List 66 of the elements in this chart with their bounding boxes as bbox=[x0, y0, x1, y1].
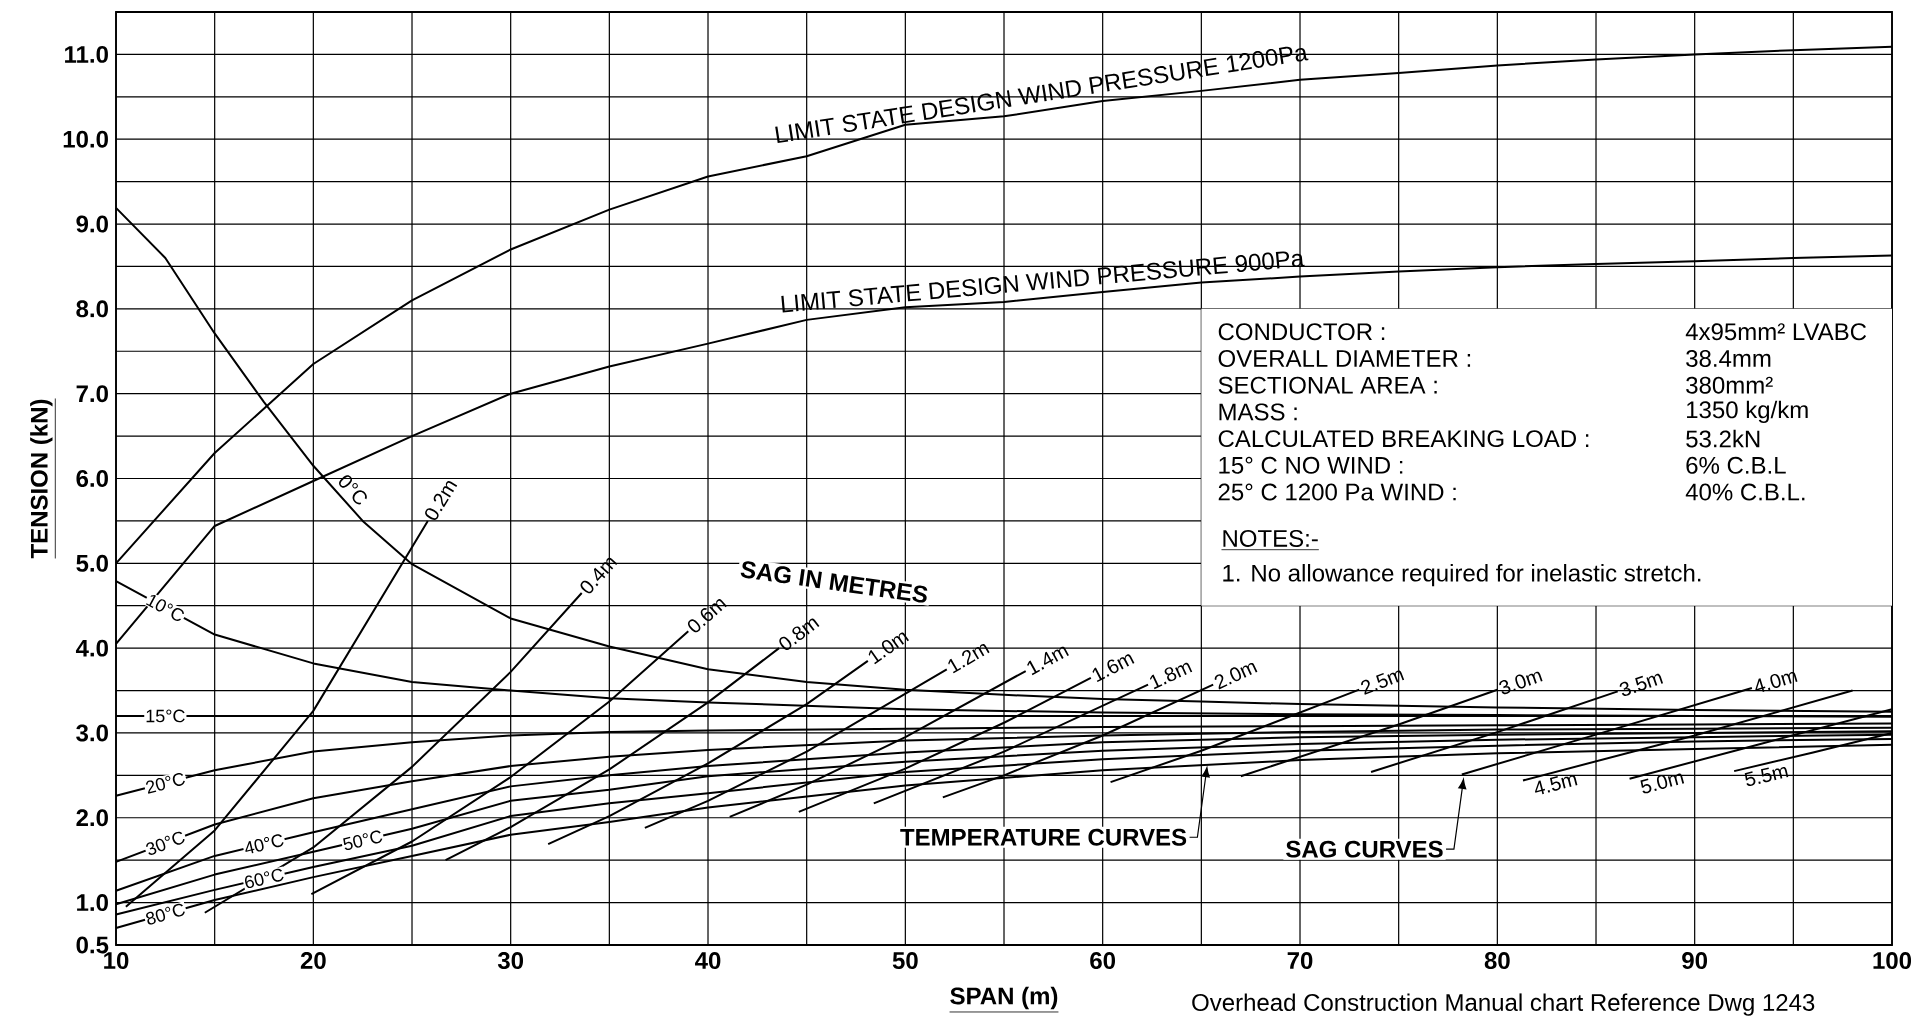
text: 80°C bbox=[146, 903, 185, 925]
annotation: 4x95mm² LVABC bbox=[1685, 323, 1867, 341]
x-tick-label: 40 bbox=[695, 952, 721, 970]
text: 0°C bbox=[339, 475, 367, 505]
text: 3.0m bbox=[1499, 671, 1543, 695]
text: 10°C bbox=[145, 595, 184, 621]
y-tick-label: 0.5 bbox=[76, 936, 109, 954]
x-tick-label: 20 bbox=[300, 952, 326, 970]
annotation: TEMPERATURE CURVES bbox=[900, 828, 1187, 846]
text: 30°C bbox=[146, 831, 185, 855]
y-tick-label: 7.0 bbox=[76, 385, 108, 403]
x-tick-label: 30 bbox=[497, 952, 524, 970]
annotation: 6% C.B.L bbox=[1686, 456, 1786, 474]
text: 20°C bbox=[146, 773, 185, 794]
text: 40°C bbox=[245, 834, 284, 854]
text: 2.0m bbox=[1214, 662, 1258, 690]
x-axis-title: SPAN (m) bbox=[950, 986, 1058, 1010]
y-tick-label: 8.0 bbox=[76, 300, 108, 318]
annotation: SAG CURVES bbox=[1286, 840, 1443, 858]
text: 1.8m bbox=[1150, 662, 1193, 690]
x-tick-label: 70 bbox=[1287, 952, 1313, 970]
y-tick-label: 3.0 bbox=[76, 724, 108, 742]
text: 4.0m bbox=[1755, 671, 1798, 692]
annotation: 38.4mm bbox=[1686, 349, 1771, 367]
text: 50°C bbox=[343, 830, 383, 851]
y-tick-label: 5.0 bbox=[76, 554, 108, 572]
annotation: CALCULATED BREAKING LOAD : bbox=[1218, 430, 1589, 448]
text: 1.6m bbox=[1092, 654, 1135, 683]
annotation: SECTIONAL AREA : bbox=[1218, 376, 1437, 394]
text: 1.4m bbox=[1027, 646, 1069, 676]
annotation: MASS : bbox=[1219, 403, 1297, 421]
x-tick-label: 50 bbox=[892, 952, 918, 970]
text: 1.0m bbox=[868, 632, 909, 665]
y-tick-label: 1.0 bbox=[77, 894, 108, 912]
annotation: NOTES:- bbox=[1223, 529, 1318, 547]
annotation: 15° C NO WIND : bbox=[1219, 456, 1403, 474]
annotation: CONDUCTOR : bbox=[1218, 323, 1385, 341]
annotation: 53.2kN bbox=[1686, 429, 1760, 448]
text: Overhead Construction Manual chart Reference Dwg 1243 bbox=[1192, 993, 1815, 1016]
annotation: OVERALL DIAMETER : bbox=[1218, 349, 1471, 367]
y-tick-label: 9.0 bbox=[76, 215, 108, 233]
text: 0.8m bbox=[779, 618, 820, 650]
x-tick-label: 90 bbox=[1682, 952, 1708, 970]
series-label: 15°C bbox=[146, 709, 185, 723]
annotation: 1350 kg/km bbox=[1687, 400, 1808, 424]
text: 2.5m bbox=[1361, 670, 1405, 695]
y-tick-label: 10.0 bbox=[63, 130, 108, 148]
annotation: 40% C.B.L. bbox=[1685, 483, 1805, 501]
x-tick-label: 10 bbox=[104, 952, 129, 970]
x-tick-label: 100 bbox=[1873, 952, 1912, 970]
y-tick-label: 4.0 bbox=[75, 639, 108, 657]
text: 4.5m bbox=[1535, 775, 1578, 795]
y-tick-label: 6.0 bbox=[76, 470, 108, 487]
x-tick-label: 60 bbox=[1090, 952, 1116, 970]
annotation: 380mm² bbox=[1686, 376, 1773, 394]
y-tick-label: 11.0 bbox=[65, 45, 108, 63]
text: LIMIT STATE DESIGN WIND PRESSURE 900Pa bbox=[781, 251, 1305, 313]
text: 1.2m bbox=[948, 644, 990, 674]
annotation: SAG IN METRES bbox=[740, 561, 928, 603]
text: 3.5m bbox=[1619, 673, 1664, 696]
annotation: 25° C 1200 Pa WIND : bbox=[1218, 483, 1456, 501]
text: 60°C bbox=[245, 868, 284, 889]
annotation: 1. No allowance required for inelastic stretch. bbox=[1223, 564, 1701, 587]
y-tick-label: 2.0 bbox=[76, 809, 108, 827]
x-tick-label: 80 bbox=[1484, 952, 1510, 970]
y-axis-title: TENSION (kN) bbox=[30, 399, 53, 559]
